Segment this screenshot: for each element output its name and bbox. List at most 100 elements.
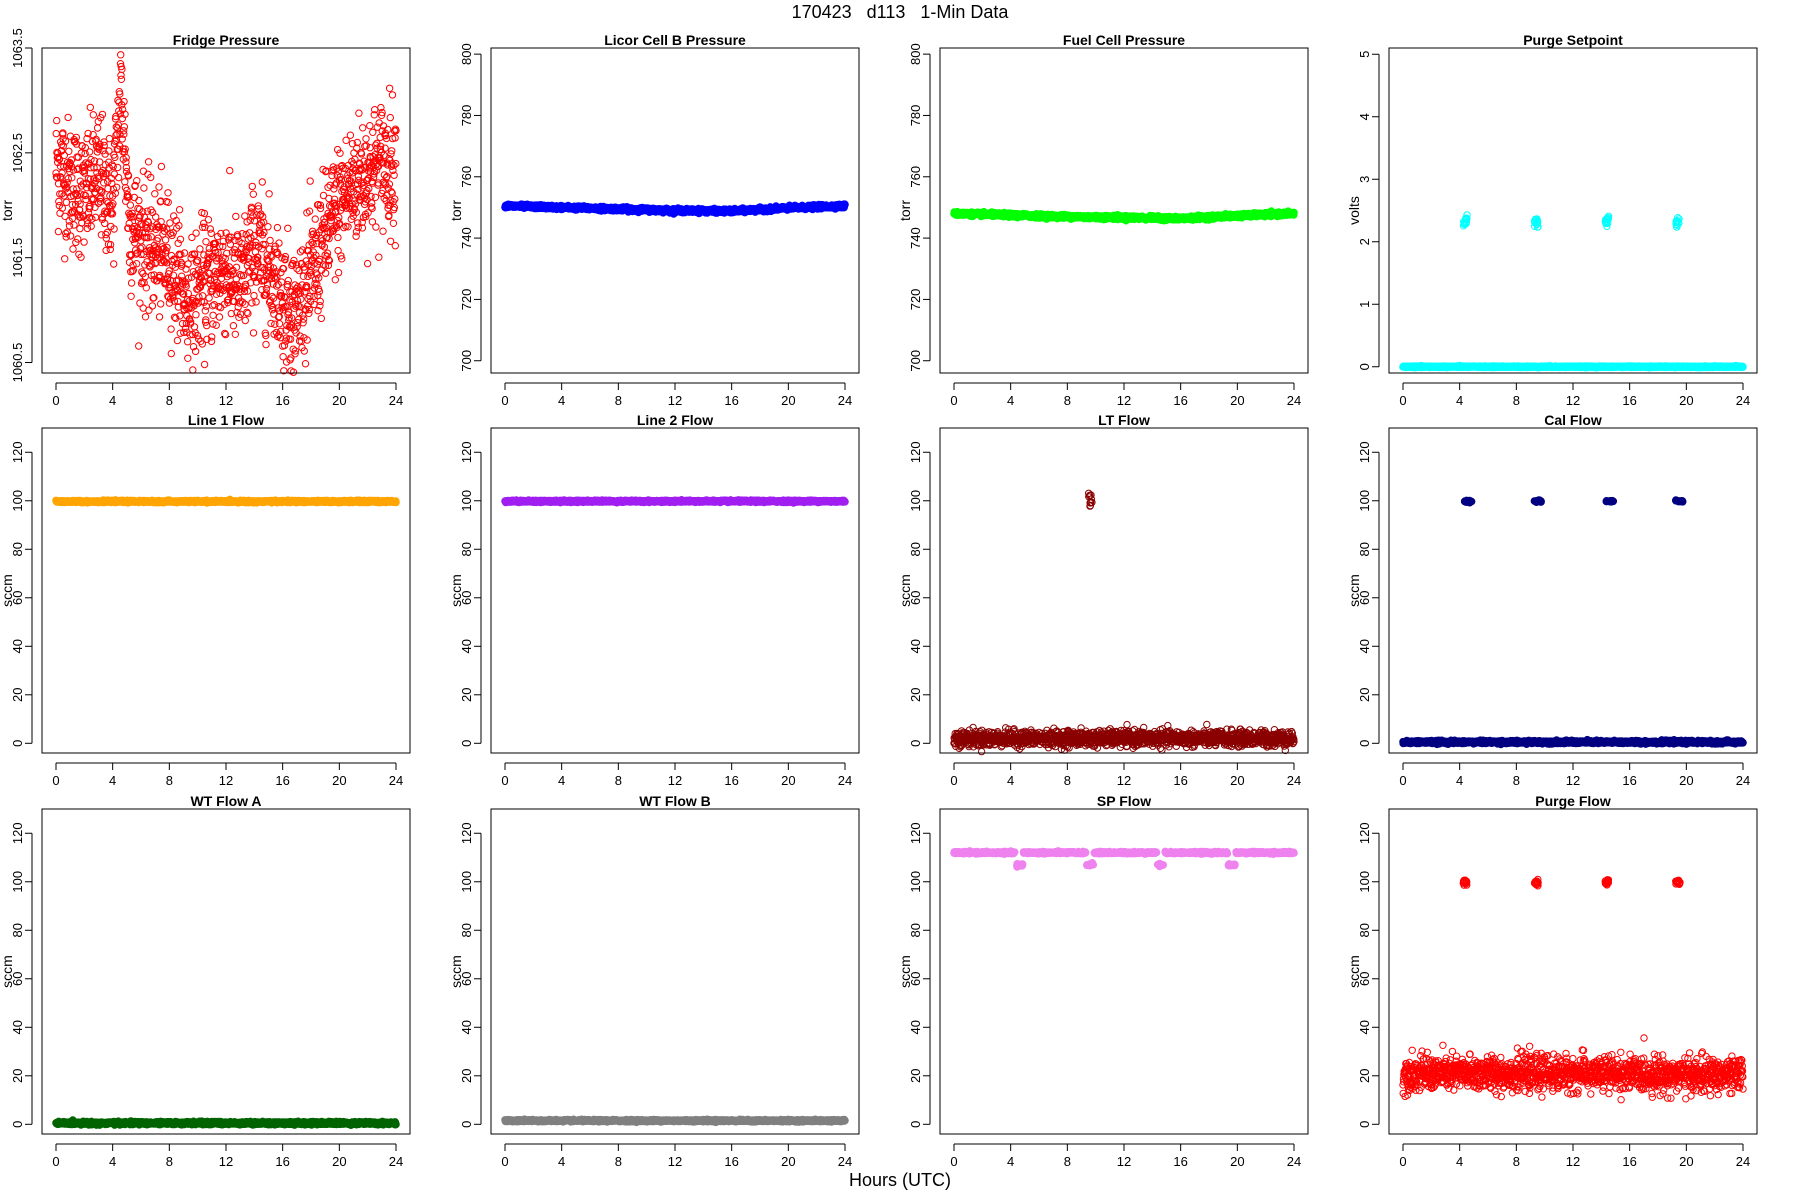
y-axis-label: torr — [448, 200, 464, 221]
data-point — [82, 159, 90, 167]
data-point — [97, 168, 106, 177]
data-point — [151, 253, 160, 261]
data-point — [58, 169, 66, 177]
data-point — [124, 172, 133, 180]
data-point — [135, 342, 143, 350]
data-point — [52, 173, 61, 181]
data-point — [196, 245, 204, 253]
data-point — [122, 154, 130, 162]
y-axis-label: torr — [897, 200, 913, 221]
data-point — [65, 147, 73, 156]
data-point — [104, 185, 112, 193]
data-point — [111, 153, 119, 162]
data-points — [52, 51, 400, 376]
data-point — [330, 185, 338, 193]
data-point — [379, 227, 387, 235]
data-point — [88, 195, 96, 203]
data-point — [90, 175, 98, 183]
y-tick-label: 760 — [459, 166, 474, 188]
data-point — [86, 213, 94, 222]
data-point — [371, 193, 380, 202]
y-tick-label: 700 — [908, 350, 923, 372]
data-point — [159, 223, 168, 232]
data-point — [108, 210, 117, 218]
x-tick-label: 24 — [1287, 393, 1301, 408]
panel-title: Fuel Cell Pressure — [1063, 32, 1185, 48]
data-point — [385, 84, 394, 93]
data-point — [179, 290, 188, 298]
data-point — [388, 91, 397, 99]
data-point — [83, 134, 91, 143]
data-point — [81, 149, 89, 158]
data-point — [87, 222, 95, 230]
data-point — [109, 200, 117, 208]
data-point — [184, 354, 192, 362]
data-point — [89, 196, 97, 204]
data-point — [363, 259, 372, 268]
x-axis: 0 4 8 12 16 20 24 — [950, 382, 1301, 408]
data-point — [114, 163, 122, 172]
data-point — [204, 216, 213, 224]
y-tick-label: 700 — [459, 350, 474, 372]
data-point — [139, 167, 148, 175]
data-point — [136, 212, 144, 220]
data-point — [143, 207, 152, 215]
data-point — [248, 299, 256, 307]
data-point — [1290, 208, 1298, 217]
data-point — [116, 90, 124, 98]
data-point — [59, 142, 67, 150]
data-point — [121, 178, 129, 186]
data-point — [83, 224, 92, 233]
data-point — [301, 360, 310, 368]
data-point — [172, 314, 180, 322]
data-point — [352, 228, 361, 236]
data-point — [100, 141, 108, 150]
data-point — [69, 166, 78, 174]
y-tick-label: 780 — [459, 105, 474, 127]
data-point — [183, 338, 192, 346]
x-tick-label: 0 — [501, 393, 508, 408]
data-point — [334, 268, 343, 277]
data-point — [118, 135, 126, 143]
data-point — [92, 135, 100, 144]
y-tick-label: 800 — [459, 43, 474, 65]
y-tick-label: 740 — [459, 227, 474, 249]
data-point — [158, 243, 167, 251]
data-point — [66, 232, 75, 240]
data-points — [1399, 211, 1747, 372]
data-point — [116, 110, 125, 118]
data-point — [121, 110, 129, 118]
data-point — [62, 183, 71, 191]
data-point — [61, 212, 69, 221]
data-point — [177, 288, 185, 296]
data-point — [129, 266, 138, 274]
data-point — [135, 196, 143, 205]
data-point — [125, 193, 133, 201]
x-tick-label: 12 — [668, 393, 682, 408]
data-point — [137, 220, 146, 228]
data-point — [241, 316, 250, 325]
x-tick-label: 16 — [724, 393, 738, 408]
y-tick-label: 720 — [908, 289, 923, 311]
data-point — [173, 336, 182, 345]
data-point — [161, 236, 170, 244]
data-point — [56, 190, 64, 198]
data-point — [116, 60, 125, 68]
x-tick-label: 8 — [615, 393, 622, 408]
data-point — [163, 225, 171, 233]
data-point — [115, 98, 123, 106]
data-point — [55, 155, 64, 164]
data-point — [273, 223, 282, 232]
data-point — [202, 238, 210, 246]
data-point — [117, 75, 126, 84]
data-point — [120, 123, 129, 131]
y-tick-label: 1063.5 — [10, 28, 25, 68]
data-point — [113, 183, 121, 192]
data-point — [86, 103, 95, 112]
data-point — [65, 222, 74, 230]
data-point — [165, 299, 174, 307]
data-point — [207, 229, 215, 238]
data-point — [174, 297, 182, 306]
data-point — [155, 183, 163, 191]
x-tick-label: 16 — [275, 393, 289, 408]
